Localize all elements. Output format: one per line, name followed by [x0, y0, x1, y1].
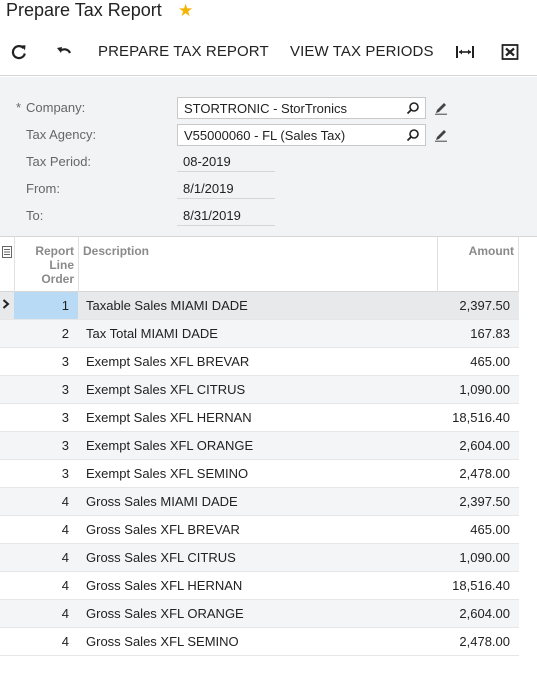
company-value: STORTRONIC - StorTronics [184, 101, 348, 116]
prepare-tax-report-button[interactable]: PREPARE TAX REPORT [98, 43, 269, 60]
row-order[interactable]: 4 [61, 634, 69, 649]
column-separator [518, 237, 519, 292]
table-row[interactable]: 3 Exempt Sales XFL CITRUS 1,090.00 [0, 376, 519, 404]
row-description[interactable]: Gross Sales XFL ORANGE [86, 606, 244, 621]
tax-agency-label: Tax Agency: [26, 127, 97, 142]
column-header-report-line-order[interactable]: Report Line Order [14, 244, 74, 286]
column-header-amount[interactable]: Amount [468, 244, 514, 258]
fit-columns-icon[interactable] [455, 42, 475, 62]
row-order[interactable]: 3 [61, 354, 69, 369]
grid-header: Report Line Order Description Amount [0, 237, 519, 292]
row-description[interactable]: Gross Sales XFL CITRUS [86, 550, 236, 565]
column-separator [78, 237, 79, 292]
row-amount[interactable]: 1,090.00 [459, 550, 510, 565]
row-description[interactable]: Gross Sales XFL SEMINO [86, 634, 239, 649]
row-amount[interactable]: 2,604.00 [459, 438, 510, 453]
tax-agency-value: V55000060 - FL (Sales Tax) [184, 128, 346, 143]
row-order[interactable]: 4 [61, 522, 69, 537]
table-row[interactable]: 4 Gross Sales XFL CITRUS 1,090.00 [0, 544, 519, 572]
row-order[interactable]: 3 [61, 466, 69, 481]
from-date-value: 8/1/2019 [177, 177, 275, 199]
row-amount[interactable]: 2,397.50 [459, 298, 510, 313]
page-title: Prepare Tax Report [6, 0, 162, 20]
table-row[interactable]: 3 Exempt Sales XFL BREVAR 465.00 [0, 348, 519, 376]
row-order[interactable]: 4 [61, 550, 69, 565]
row-description[interactable]: Gross Sales XFL HERNAN [86, 578, 243, 593]
to-date-value: 8/31/2019 [177, 204, 275, 226]
row-description[interactable]: Exempt Sales XFL BREVAR [86, 354, 250, 369]
row-amount[interactable]: 2,478.00 [459, 466, 510, 481]
refresh-icon[interactable] [9, 42, 29, 62]
grid-settings-icon[interactable] [2, 246, 12, 258]
row-description[interactable]: Taxable Sales MIAMI DADE [86, 298, 248, 313]
row-description[interactable]: Exempt Sales XFL CITRUS [86, 382, 246, 397]
search-icon[interactable] [406, 101, 420, 115]
company-label: Company: [26, 100, 86, 115]
row-description[interactable]: Gross Sales MIAMI DADE [86, 494, 238, 509]
table-row[interactable]: 3 Exempt Sales XFL ORANGE 2,604.00 [0, 432, 519, 460]
export-excel-icon[interactable] [500, 42, 520, 62]
pencil-icon[interactable] [434, 128, 448, 142]
row-amount[interactable]: 2,604.00 [459, 606, 510, 621]
table-row[interactable]: 4 Gross Sales XFL ORANGE 2,604.00 [0, 600, 519, 628]
tax-period-value: 08-2019 [177, 150, 275, 172]
table-row[interactable]: 4 Gross Sales MIAMI DADE 2,397.50 [0, 488, 519, 516]
title-bar: Prepare Tax Report ★ [0, 0, 537, 30]
to-label: To: [26, 208, 44, 223]
table-row[interactable]: 4 Gross Sales XFL SEMINO 2,478.00 [0, 628, 519, 656]
view-tax-periods-button[interactable]: VIEW TAX PERIODS [290, 43, 434, 60]
row-amount[interactable]: 18,516.40 [452, 578, 510, 593]
row-order[interactable]: 3 [61, 382, 69, 397]
column-header-description[interactable]: Description [83, 244, 150, 258]
table-row[interactable]: 3 Exempt Sales XFL HERNAN 18,516.40 [0, 404, 519, 432]
row-order[interactable]: 3 [61, 438, 69, 453]
row-order[interactable]: 4 [61, 578, 69, 593]
row-order[interactable]: 3 [61, 410, 69, 425]
row-description[interactable]: Exempt Sales XFL ORANGE [86, 438, 254, 453]
search-icon[interactable] [406, 128, 420, 142]
table-row[interactable]: 2 Tax Total MIAMI DADE 167.83 [0, 320, 519, 348]
column-separator [437, 237, 438, 292]
row-description[interactable]: Gross Sales XFL BREVAR [86, 522, 240, 537]
table-row[interactable]: 4 Gross Sales XFL BREVAR 465.00 [0, 516, 519, 544]
row-order[interactable]: 4 [61, 606, 69, 621]
table-row[interactable]: 3 Exempt Sales XFL SEMINO 2,478.00 [0, 460, 519, 488]
row-amount[interactable]: 1,090.00 [459, 382, 510, 397]
column-separator [14, 237, 15, 292]
row-description[interactable]: Tax Total MIAMI DADE [86, 326, 218, 341]
summary-form: * Company: STORTRONIC - StorTronics Tax … [0, 77, 537, 237]
header-line: Report [35, 244, 74, 258]
row-order[interactable]: 1 [14, 292, 78, 319]
table-row[interactable]: 1 Taxable Sales MIAMI DADE 2,397.50 [0, 292, 519, 320]
row-amount[interactable]: 18,516.40 [452, 410, 510, 425]
toolbar: PREPARE TAX REPORT VIEW TAX PERIODS [0, 30, 537, 76]
table-row[interactable]: 4 Gross Sales XFL HERNAN 18,516.40 [0, 572, 519, 600]
undo-icon[interactable] [54, 42, 74, 62]
row-description[interactable]: Exempt Sales XFL SEMINO [86, 466, 249, 481]
from-label: From: [26, 181, 60, 196]
star-icon[interactable]: ★ [178, 1, 194, 20]
row-amount[interactable]: 167.83 [470, 326, 510, 341]
tax-agency-field[interactable]: V55000060 - FL (Sales Tax) [177, 124, 426, 146]
row-order[interactable]: 2 [61, 326, 69, 341]
row-amount[interactable]: 465.00 [470, 522, 510, 537]
row-description[interactable]: Exempt Sales XFL HERNAN [86, 410, 252, 425]
header-line: Order [41, 272, 74, 286]
required-asterisk: * [16, 100, 22, 115]
row-amount[interactable]: 465.00 [470, 354, 510, 369]
company-field[interactable]: STORTRONIC - StorTronics [177, 97, 426, 119]
header-line: Line [49, 258, 74, 272]
row-arrow-icon [2, 299, 10, 309]
tax-report-grid: Report Line Order Description Amount 1 T… [0, 237, 519, 656]
row-amount[interactable]: 2,478.00 [459, 634, 510, 649]
tax-period-label: Tax Period: [26, 154, 92, 169]
row-order[interactable]: 4 [61, 494, 69, 509]
row-amount[interactable]: 2,397.50 [459, 494, 510, 509]
pencil-icon[interactable] [434, 101, 448, 115]
